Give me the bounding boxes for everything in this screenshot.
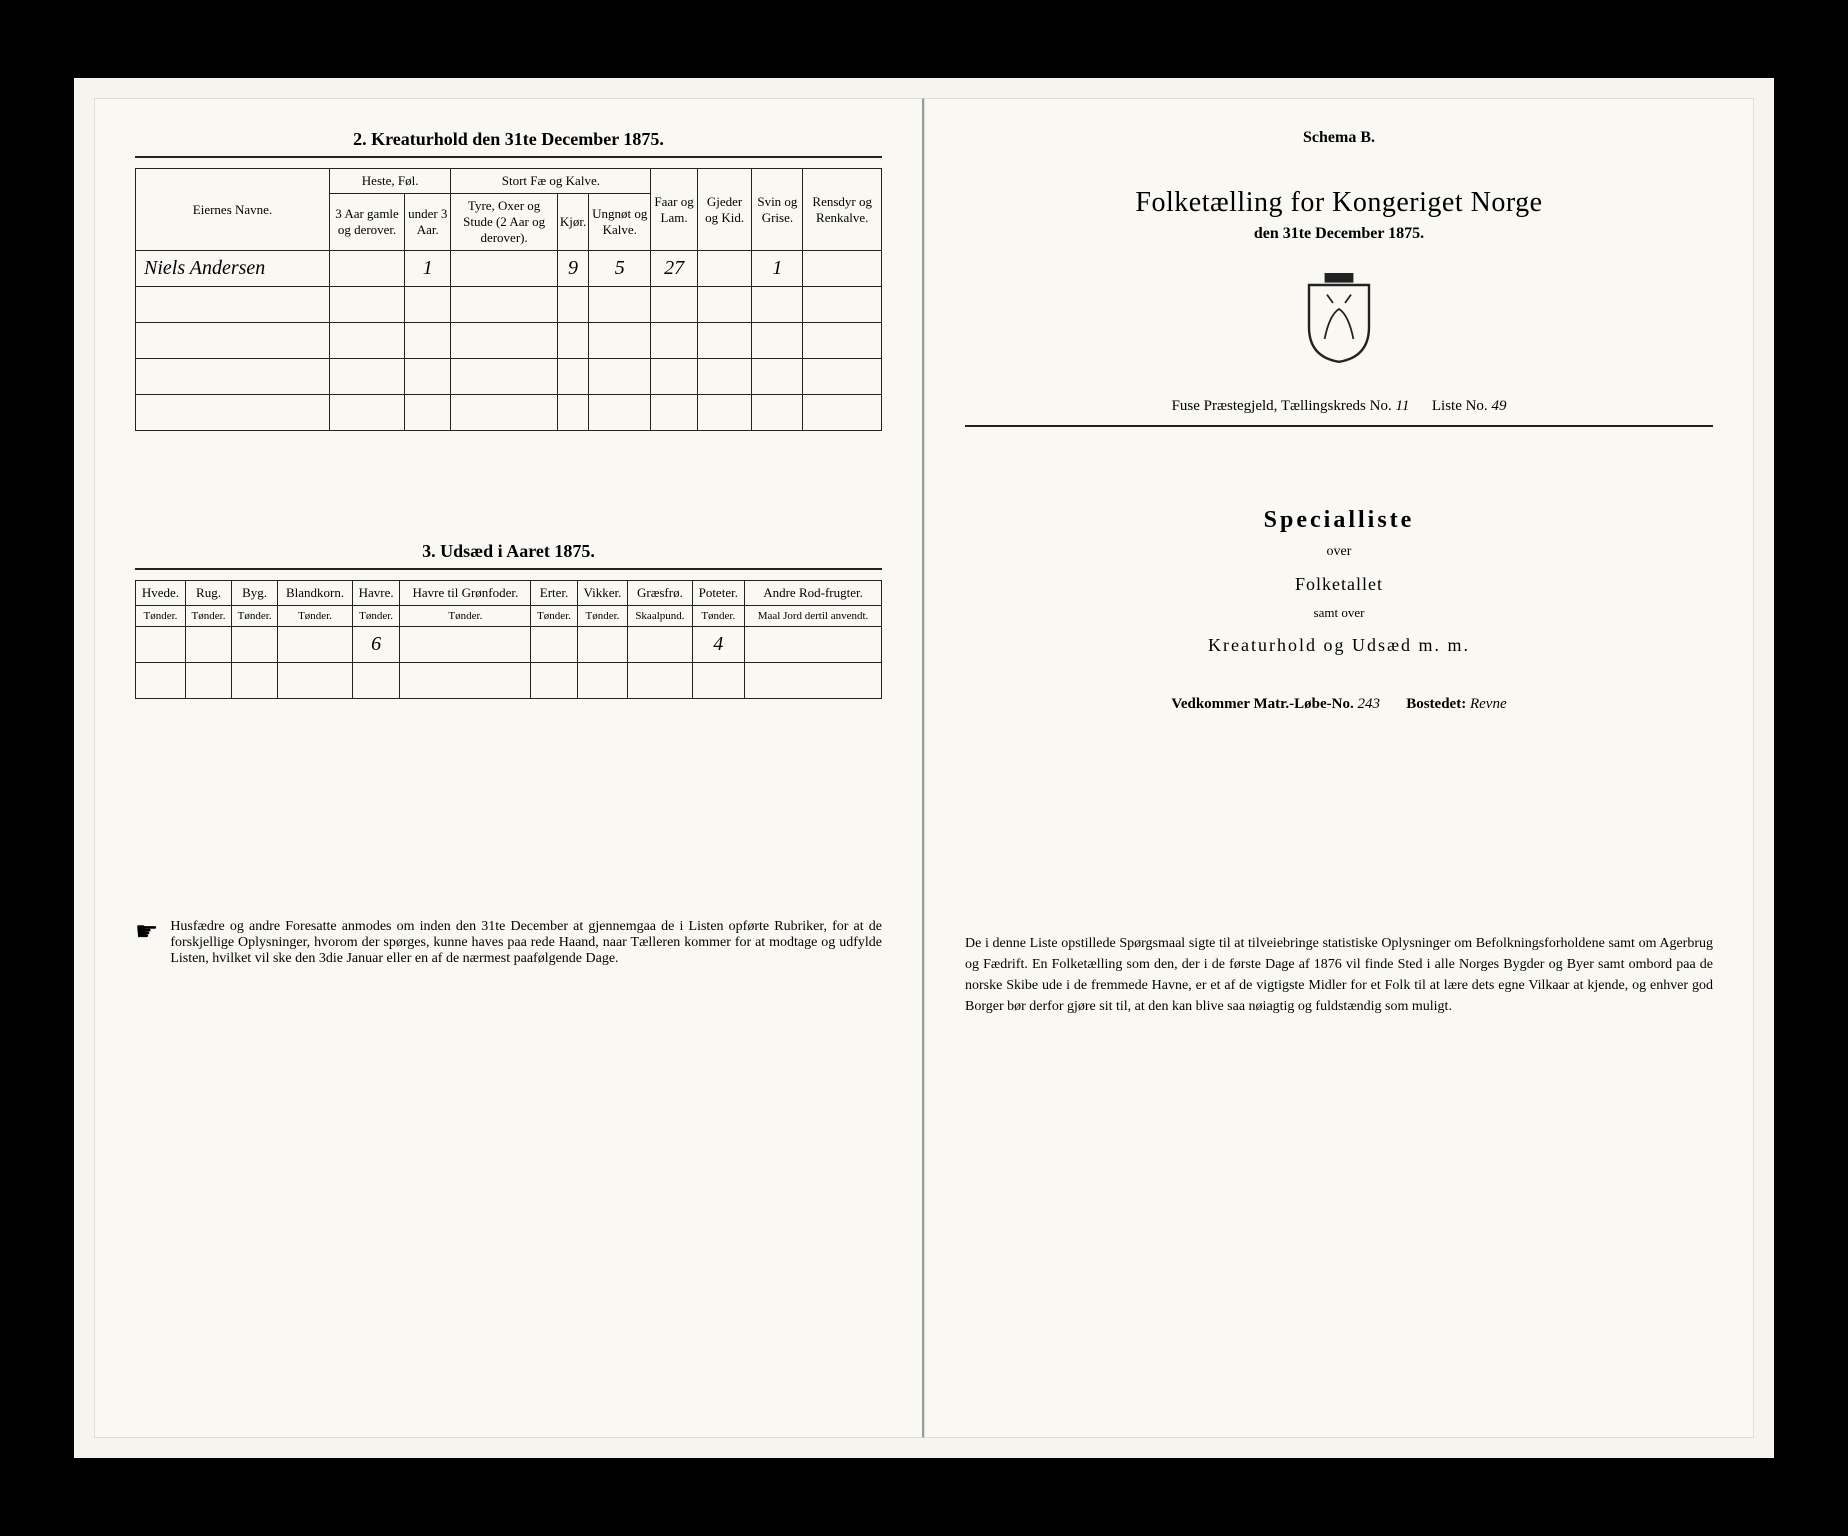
col-header: Poteter. <box>692 581 745 606</box>
cell <box>628 627 692 663</box>
meta-kreds: 11 <box>1395 398 1409 414</box>
table-row <box>136 395 882 431</box>
cell-heste1 <box>329 251 404 287</box>
col-unit: Tønder. <box>692 606 745 627</box>
schema-label: Schema B. <box>965 129 1713 147</box>
col-unit: Tønder. <box>352 606 399 627</box>
bosted-value: Revne <box>1470 696 1507 712</box>
col-unit: Tønder. <box>278 606 353 627</box>
col-unit: Tønder. <box>136 606 186 627</box>
cell <box>531 627 577 663</box>
bosted-label: Bostedet: <box>1406 696 1466 712</box>
col-unit: Tønder. <box>400 606 531 627</box>
col-unit: Maal Jord dertil anvendt. <box>745 606 882 627</box>
meta-prefix: Fuse Præstegjeld, Tællingskreds No. <box>1172 398 1392 414</box>
cell <box>136 627 186 663</box>
col-unit: Skaalpund. <box>628 606 692 627</box>
meta-liste-label: Liste No. <box>1432 398 1488 414</box>
main-title: Folketælling for Kongeriget Norge <box>965 187 1713 219</box>
notice-text: Husfædre og andre Foresatte anmodes om i… <box>170 919 882 967</box>
cell-stort2: 9 <box>557 251 588 287</box>
table-row: 64 <box>136 627 882 663</box>
col-header: Erter. <box>531 581 577 606</box>
section3-title: 3. Udsæd i Aaret 1875. <box>135 541 882 570</box>
cell-faar: 27 <box>651 251 697 287</box>
col-rensdyr: Rensdyr og Renkalve. <box>803 169 882 251</box>
col-unit: Tønder. <box>232 606 278 627</box>
folketallet-label: Folketallet <box>965 574 1713 595</box>
cell-rensdyr <box>803 251 882 287</box>
notice-block: ☛ Husfædre og andre Foresatte anmodes om… <box>135 919 882 967</box>
sub-stort3: Ungnøt og Kalve. <box>589 194 651 251</box>
col-gjeder: Gjeder og Kid. <box>697 169 752 251</box>
vedk-label: Vedkommer Matr.-Løbe-No. <box>1171 696 1353 712</box>
col-header: Blandkorn. <box>278 581 353 606</box>
over-label: over <box>965 544 1713 560</box>
specialliste-heading: Specialliste <box>965 507 1713 534</box>
cell-gjeder <box>697 251 752 287</box>
col-header: Vikker. <box>577 581 628 606</box>
table-row <box>136 287 882 323</box>
table-row <box>136 663 882 699</box>
udsaed-table: Hvede.Rug.Byg.Blandkorn.Havre.Havre til … <box>135 580 882 699</box>
cell <box>577 627 628 663</box>
kreaturhold-table: Eiernes Navne. Heste, Føl. Stort Fæ og K… <box>135 168 882 431</box>
cell <box>745 627 882 663</box>
col-header: Byg. <box>232 581 278 606</box>
group-stort: Stort Fæ og Kalve. <box>451 169 651 194</box>
cell: 6 <box>352 627 399 663</box>
samt-label: samt over <box>965 605 1713 621</box>
subtitle: den 31te December 1875. <box>965 225 1713 243</box>
cell: 4 <box>692 627 745 663</box>
cell-stort1 <box>451 251 558 287</box>
cell-stort3: 5 <box>589 251 651 287</box>
col-header: Havre. <box>352 581 399 606</box>
left-page: 2. Kreaturhold den 31te December 1875. E… <box>94 98 924 1438</box>
cell-svin: 1 <box>752 251 803 287</box>
col-unit: Tønder. <box>531 606 577 627</box>
sub-stort2: Kjør. <box>557 194 588 251</box>
meta-line: Fuse Præstegjeld, Tællingskreds No. 11 L… <box>965 398 1713 427</box>
col-owner: Eiernes Navne. <box>136 169 330 251</box>
sub-stort1: Tyre, Oxer og Stude (2 Aar og derover). <box>451 194 558 251</box>
sub-heste2: under 3 Aar. <box>405 194 451 251</box>
cell-owner: Niels Andersen <box>136 251 330 287</box>
bottom-paragraph: De i denne Liste opstillede Spørgsmaal s… <box>965 933 1713 1017</box>
coat-of-arms-icon <box>965 273 1713 368</box>
col-unit: Tønder. <box>185 606 231 627</box>
cell <box>278 627 353 663</box>
sub-heste1: 3 Aar gamle og derover. <box>329 194 404 251</box>
col-header: Hvede. <box>136 581 186 606</box>
right-page: Schema B. Folketælling for Kongeriget No… <box>924 98 1754 1438</box>
table-row: Niels Andersen 1 9 5 27 1 <box>136 251 882 287</box>
vedk-no: 243 <box>1357 696 1380 712</box>
cell <box>400 627 531 663</box>
cell-heste2: 1 <box>405 251 451 287</box>
group-heste: Heste, Føl. <box>329 169 450 194</box>
meta-liste: 49 <box>1491 398 1506 414</box>
vedkommer-line: Vedkommer Matr.-Løbe-No. 243 Bostedet: R… <box>965 696 1713 713</box>
col-header: Græsfrø. <box>628 581 692 606</box>
kreatur-label: Kreaturhold og Udsæd m. m. <box>965 635 1713 656</box>
document-frame: 2. Kreaturhold den 31te December 1875. E… <box>74 78 1774 1458</box>
cell <box>185 627 231 663</box>
col-unit: Tønder. <box>577 606 628 627</box>
col-header: Andre Rod-frugter. <box>745 581 882 606</box>
col-header: Rug. <box>185 581 231 606</box>
col-faar: Faar og Lam. <box>651 169 697 251</box>
section2-title: 2. Kreaturhold den 31te December 1875. <box>135 129 882 158</box>
col-svin: Svin og Grise. <box>752 169 803 251</box>
col-header: Havre til Grønfoder. <box>400 581 531 606</box>
table-row <box>136 359 882 395</box>
pointer-icon: ☛ <box>135 919 158 967</box>
table-row <box>136 323 882 359</box>
cell <box>232 627 278 663</box>
